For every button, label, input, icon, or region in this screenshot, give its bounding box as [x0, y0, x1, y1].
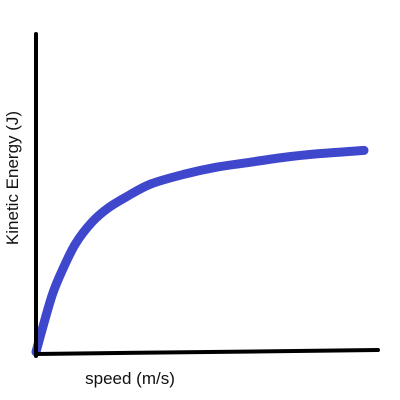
x-axis [34, 348, 380, 356]
plot-area [31, 145, 369, 357]
series-line-0 [31, 145, 369, 357]
x-axis-label: speed (m/s) [85, 369, 175, 388]
y-axis-label: Kinetic Energy (J) [3, 111, 22, 245]
